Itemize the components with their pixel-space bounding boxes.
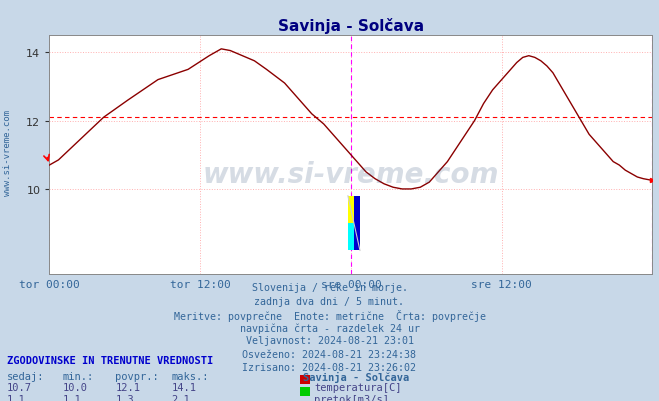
Bar	[348, 196, 354, 224]
Bar	[354, 196, 360, 251]
Text: 10.0: 10.0	[63, 382, 88, 392]
Text: 2.1: 2.1	[171, 394, 190, 401]
Text: min.:: min.:	[63, 371, 94, 381]
Text: Izrisano: 2024-08-21 23:26:02: Izrisano: 2024-08-21 23:26:02	[243, 362, 416, 372]
Text: Savinja - Solčava: Savinja - Solčava	[303, 371, 409, 382]
Text: navpična črta - razdelek 24 ur: navpična črta - razdelek 24 ur	[239, 322, 420, 333]
Text: maks.:: maks.:	[171, 371, 209, 381]
Text: Veljavnost: 2024-08-21 23:01: Veljavnost: 2024-08-21 23:01	[246, 336, 413, 346]
Text: 14.1: 14.1	[171, 382, 196, 392]
Text: Osveženo: 2024-08-21 23:24:38: Osveženo: 2024-08-21 23:24:38	[243, 349, 416, 359]
Text: povpr.:: povpr.:	[115, 371, 159, 381]
Text: www.si-vreme.com: www.si-vreme.com	[3, 109, 13, 195]
Text: Meritve: povprečne  Enote: metrične  Črta: povprečje: Meritve: povprečne Enote: metrične Črta:…	[173, 309, 486, 321]
Title: Savinja - Solčava: Savinja - Solčava	[278, 18, 424, 34]
Bar	[348, 224, 354, 251]
Text: temperatura[C]: temperatura[C]	[314, 382, 402, 392]
Text: zadnja dva dni / 5 minut.: zadnja dva dni / 5 minut.	[254, 296, 405, 306]
Text: 12.1: 12.1	[115, 382, 140, 392]
Text: sedaj:: sedaj:	[7, 371, 44, 381]
Text: 10.7: 10.7	[7, 382, 32, 392]
Text: Slovenija / reke in morje.: Slovenija / reke in morje.	[252, 283, 407, 293]
Text: pretok[m3/s]: pretok[m3/s]	[314, 394, 389, 401]
Text: ZGODOVINSKE IN TRENUTNE VREDNOSTI: ZGODOVINSKE IN TRENUTNE VREDNOSTI	[7, 355, 213, 365]
Text: 1.1: 1.1	[7, 394, 25, 401]
Text: www.si-vreme.com: www.si-vreme.com	[203, 160, 499, 188]
Text: 1.3: 1.3	[115, 394, 134, 401]
Text: 1.1: 1.1	[63, 394, 81, 401]
